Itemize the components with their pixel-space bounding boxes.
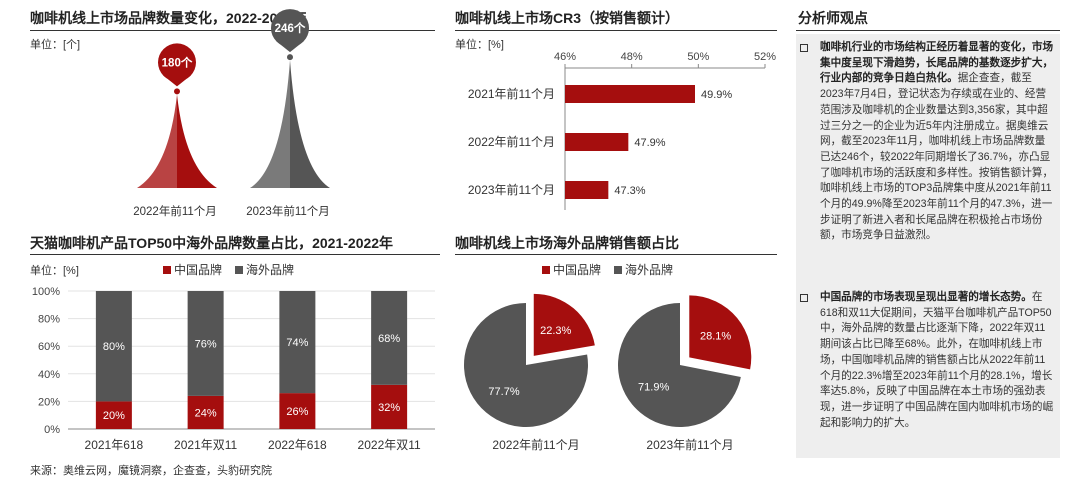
x-tick-label: 48%: [621, 51, 643, 63]
analyst-bullet-1: 咖啡机行业的市场结构正经历着显著的变化，市场集中度呈现下滑趋势，长尾品牌的基数逐…: [800, 40, 1054, 244]
category-label: 2022年618: [268, 438, 327, 452]
bar-value-label: 47.9%: [634, 137, 665, 149]
bar-overseas: [279, 291, 316, 394]
bar-label-overseas: 76%: [195, 338, 217, 350]
p4-chart: 中国品牌 海外品牌 22.3% 77.7% 2022年前11个月 28.1% 71.9% 20…: [464, 262, 752, 452]
analyst-b2-text: 在618和双11大促期间，天猫平台咖啡机产品TOP50中，海外品牌的数量占比逐渐…: [820, 291, 1054, 429]
legend-label-china: 中国品牌: [174, 262, 222, 277]
category-label: 2021年618: [85, 438, 144, 452]
bar-label-china: 32%: [378, 402, 400, 414]
bar-label-china: 24%: [195, 407, 217, 419]
value-label: 246个: [275, 21, 306, 35]
bar-china: [371, 384, 408, 429]
slice-label-china: 22.3%: [540, 325, 571, 337]
p3-title: 天猫咖啡机产品TOP50中海外品牌数量占比，2021-2022年: [30, 235, 394, 251]
category-label: 2021年双11: [174, 438, 237, 452]
bar-overseas: [187, 291, 224, 396]
cone-right-half: [290, 60, 330, 188]
bar-label-overseas: 74%: [286, 337, 308, 349]
p1-unit: 单位：[个]: [30, 39, 81, 51]
legend-swatch-china: [542, 266, 550, 274]
y-tick-label: 80%: [38, 314, 60, 326]
analyst-panel: 咖啡机行业的市场结构正经历着显著的变化，市场集中度呈现下滑趋势，长尾品牌的基数逐…: [796, 34, 1060, 458]
analyst-b1-bold: 咖啡机行业的市场结构正经历着显著的变化，市场集中度呈现下滑趋势，长尾品牌的基数逐…: [820, 41, 1054, 85]
cr3-bar: [565, 85, 695, 103]
legend-swatch-overseas: [614, 266, 622, 274]
y-tick-label: 20%: [38, 396, 60, 408]
bar-value-label: 47.3%: [614, 185, 645, 197]
p1-title: 咖啡机线上市场品牌数量变化，2022-2023年: [30, 10, 307, 26]
p3-unit: 单位：[%]: [30, 265, 79, 277]
pie-slice-overseas: [464, 303, 588, 427]
bar-label-china: 26%: [286, 406, 308, 418]
cr3-bar: [565, 181, 609, 199]
p2-title: 咖啡机线上市场CR3（按销售额计）: [455, 10, 680, 26]
bar-label-china: 20%: [103, 410, 125, 422]
legend-label-overseas: 海外品牌: [246, 262, 294, 277]
value-label: 180个: [162, 55, 193, 69]
bar-value-label: 49.9%: [701, 89, 732, 101]
bullet-square-icon: [800, 44, 808, 52]
analyst-b1-text: 据企查查，截至2023年7月4日，登记状态为存续或在业的、经营范围涉及咖啡机的企…: [820, 72, 1054, 242]
category-label: 2023年前11个月: [646, 437, 733, 452]
bar-china: [95, 401, 132, 429]
cr3-bar: [565, 133, 629, 151]
bar-overseas: [95, 291, 132, 402]
analyst-title: 分析师观点: [798, 10, 868, 26]
p1-chart: 180个 2022年前11个月 246个 2023年前11个月: [133, 9, 330, 218]
cone-right-half: [177, 94, 217, 188]
y-tick-label: 60%: [38, 341, 60, 353]
pie-slice-china: [533, 293, 595, 356]
category-label: 2021年前11个月: [468, 86, 555, 101]
slice-label-overseas: 71.9%: [638, 382, 669, 394]
bullet-square-icon: [800, 294, 808, 302]
x-tick-label: 52%: [754, 51, 776, 63]
p2-chart: 46% 48% 50% 52% 49.9% 2021年前11个月 47.9% 2022年前11…: [468, 51, 776, 210]
p4-rule: [455, 254, 777, 255]
pie-slice-china: [689, 295, 752, 370]
pin-dot: [287, 54, 293, 61]
p2-unit: 单位：[%]: [455, 39, 504, 51]
y-tick-label: 100%: [32, 286, 60, 298]
p3-rule: [30, 254, 440, 255]
category-label: 2022年前11个月: [133, 204, 217, 218]
category-label: 2022年前11个月: [468, 134, 555, 149]
category-label: 2023年前11个月: [468, 182, 555, 197]
bar-overseas: [371, 291, 408, 385]
analyst-b2-bold: 中国品牌的市场表现呈现出显著的增长态势。: [820, 291, 1032, 303]
slice-label-china: 28.1%: [700, 331, 731, 343]
legend-swatch-overseas: [235, 266, 243, 274]
bar-label-overseas: 68%: [378, 333, 400, 345]
pin-marker: [158, 43, 196, 82]
y-tick-label: 0%: [44, 424, 60, 436]
pie-slice-overseas: [618, 303, 741, 427]
x-tick-label: 50%: [687, 51, 709, 63]
x-tick-label: 46%: [554, 51, 576, 63]
p2-rule: [455, 30, 777, 31]
source-note: 来源：奥维云网，魔镜洞察，企查查，头豹研究院: [30, 465, 272, 477]
cone-left-half: [137, 94, 177, 188]
p1-rule: [30, 30, 435, 31]
category-label: 2022年双11: [358, 438, 421, 452]
pin-dot: [174, 88, 180, 95]
bar-china: [279, 393, 316, 429]
slice-label-overseas: 77.7%: [488, 386, 519, 398]
p4-title: 咖啡机线上市场海外品牌销售额占比: [455, 235, 679, 251]
category-label: 2023年前11个月: [246, 204, 330, 218]
bar-label-overseas: 80%: [103, 341, 125, 353]
legend-swatch-china: [163, 266, 171, 274]
pin-marker: [271, 9, 309, 48]
legend-label-overseas: 海外品牌: [625, 262, 673, 277]
cone-left-half: [250, 60, 290, 188]
analyst-rule: [796, 30, 1060, 31]
legend-label-china: 中国品牌: [553, 262, 601, 277]
category-label: 2022年前11个月: [492, 437, 579, 452]
y-tick-label: 40%: [38, 369, 60, 381]
bar-china: [187, 395, 224, 429]
analyst-bullet-2: 中国品牌的市场表现呈现出显著的增长态势。在618和双11大促期间，天猫平台咖啡机…: [800, 290, 1054, 431]
p3-chart: 中国品牌 海外品牌 0% 20% 40% 60% 80% 100% 20% 80% 2021年618…: [32, 262, 435, 452]
